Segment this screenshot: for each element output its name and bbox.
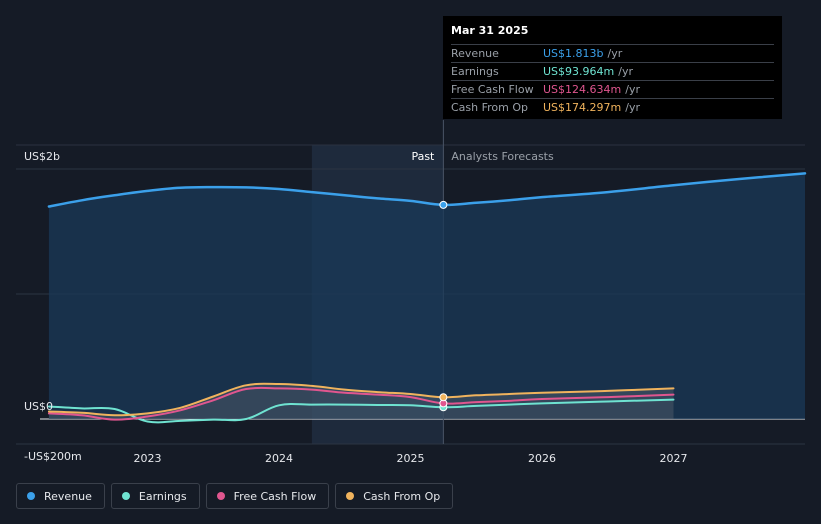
tooltip-label: Free Cash Flow	[451, 83, 534, 96]
earnings-line	[47, 398, 675, 424]
legend-item-cash-from-op[interactable]: Cash From Op	[335, 483, 454, 509]
free-cash-flow-dot-icon	[216, 492, 225, 500]
tooltip-panel: Mar 31 2025 Revenue US$1.813b /yr Earnin…	[443, 16, 782, 119]
revenue-area	[48, 173, 805, 419]
free-cash-flow-line	[47, 386, 675, 421]
x-tick-label: 2027	[660, 452, 688, 465]
x-tick-label: 2026	[528, 452, 556, 465]
cash-from-op-marker	[439, 393, 448, 402]
tooltip-row-earnings: Earnings US$93.964m /yr	[451, 62, 774, 80]
tooltip-label: Cash From Op	[451, 101, 529, 114]
tooltip-unit: /yr	[618, 65, 633, 78]
earnings-dot-icon	[121, 492, 130, 500]
legend-label: Cash From Op	[363, 489, 441, 503]
cash-area	[48, 383, 674, 419]
tooltip-value: US$1.813b	[543, 47, 604, 60]
revenue-dot-icon	[27, 492, 35, 500]
tooltip-unit: /yr	[607, 47, 623, 60]
forecast-label: Analysts Forecasts	[451, 150, 554, 163]
legend-item-revenue[interactable]: Revenue	[16, 483, 105, 509]
y-tick-label: US$2b	[24, 150, 60, 163]
cash-from-op-dot-icon	[346, 492, 355, 500]
legend-label: Earnings	[138, 489, 187, 503]
tooltip-row-revenue: Revenue US$1.813b /yr	[451, 44, 774, 62]
revenue-line	[47, 172, 807, 208]
tooltip-row-free-cash-flow: Free Cash Flow US$124.634m /yr	[451, 80, 774, 98]
legend-label: Free Cash Flow	[233, 489, 317, 503]
revenue-marker	[439, 200, 448, 209]
tooltip-date: Mar 31 2025	[451, 24, 529, 37]
chart: US$2b US$0 -US$200m 2023 2024 2025 2026 2027 Pas…	[16, 120, 807, 465]
tooltip-value: US$124.634m	[543, 83, 622, 96]
legend-item-earnings[interactable]: Earnings	[110, 483, 200, 509]
tooltip-label: Earnings	[451, 65, 499, 78]
tooltip-unit: /yr	[625, 101, 640, 114]
legend-item-free-cash-flow[interactable]: Free Cash Flow	[205, 483, 330, 509]
legend-label: Revenue	[44, 489, 92, 503]
cash-from-op-line	[47, 382, 675, 417]
tooltip-unit: /yr	[625, 83, 640, 96]
y-tick-label: -US$200m	[24, 450, 82, 463]
x-tick-label: 2023	[134, 452, 162, 465]
x-tick-label: 2024	[265, 452, 293, 465]
tooltip-value: US$93.964m	[543, 65, 615, 78]
past-label: Past	[411, 150, 435, 163]
tooltip-row-cash-from-op: Cash From Op US$174.297m /yr	[451, 98, 774, 116]
tooltip-label: Revenue	[451, 47, 499, 60]
tooltip-value: US$174.297m	[543, 101, 622, 114]
legend: Revenue Earnings Free Cash Flow Cash Fro…	[16, 483, 454, 509]
x-tick-label: 2025	[397, 452, 425, 465]
y-tick-label: US$0	[24, 400, 53, 413]
